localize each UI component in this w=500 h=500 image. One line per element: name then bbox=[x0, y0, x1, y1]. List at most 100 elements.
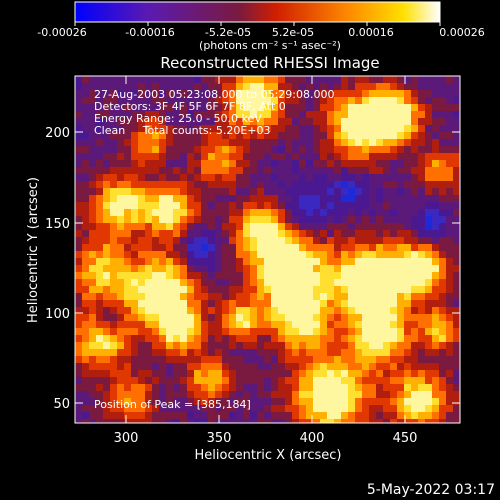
image-pixel bbox=[145, 342, 153, 350]
image-pixel bbox=[446, 104, 454, 112]
image-pixel bbox=[327, 139, 335, 147]
image-pixel bbox=[159, 237, 167, 245]
image-pixel bbox=[397, 223, 405, 231]
image-pixel bbox=[96, 258, 104, 266]
image-pixel bbox=[82, 209, 90, 217]
image-pixel bbox=[194, 314, 202, 322]
image-pixel bbox=[236, 223, 244, 231]
image-pixel bbox=[299, 384, 307, 392]
image-pixel bbox=[271, 111, 279, 119]
image-pixel bbox=[82, 83, 90, 91]
image-pixel bbox=[299, 146, 307, 154]
image-pixel bbox=[208, 111, 216, 119]
image-pixel bbox=[285, 111, 293, 119]
image-pixel bbox=[285, 174, 293, 182]
image-pixel bbox=[390, 419, 398, 423]
image-pixel bbox=[432, 335, 440, 343]
image-pixel bbox=[397, 76, 405, 84]
image-pixel bbox=[355, 83, 363, 91]
image-pixel bbox=[348, 90, 356, 98]
image-pixel bbox=[278, 188, 286, 196]
image-pixel bbox=[166, 83, 174, 91]
image-pixel bbox=[75, 90, 83, 98]
image-pixel bbox=[208, 265, 216, 273]
image-pixel bbox=[299, 167, 307, 175]
image-pixel bbox=[418, 377, 426, 385]
image-pixel bbox=[299, 90, 307, 98]
image-pixel bbox=[418, 230, 426, 238]
image-pixel bbox=[110, 111, 118, 119]
image-pixel bbox=[117, 125, 125, 133]
image-pixel bbox=[208, 349, 216, 357]
image-pixel bbox=[418, 146, 426, 154]
image-pixel bbox=[355, 349, 363, 357]
image-pixel bbox=[446, 174, 454, 182]
image-pixel bbox=[362, 181, 370, 189]
image-pixel bbox=[250, 139, 258, 147]
image-pixel bbox=[152, 195, 160, 203]
image-pixel bbox=[376, 209, 384, 217]
image-pixel bbox=[96, 202, 104, 210]
image-pixel bbox=[418, 349, 426, 357]
image-pixel bbox=[264, 363, 272, 371]
image-pixel bbox=[110, 174, 118, 182]
image-pixel bbox=[320, 398, 328, 406]
image-pixel bbox=[376, 363, 384, 371]
image-pixel bbox=[376, 370, 384, 378]
image-pixel bbox=[250, 384, 258, 392]
image-pixel bbox=[446, 83, 454, 91]
image-pixel bbox=[250, 335, 258, 343]
image-pixel bbox=[243, 314, 251, 322]
image-pixel bbox=[334, 398, 342, 406]
image-pixel bbox=[103, 307, 111, 315]
image-pixel bbox=[390, 412, 398, 420]
image-pixel bbox=[327, 160, 335, 168]
image-pixel bbox=[390, 195, 398, 203]
image-pixel bbox=[278, 237, 286, 245]
image-pixel bbox=[418, 419, 426, 423]
image-pixel bbox=[124, 342, 132, 350]
image-pixel bbox=[117, 398, 125, 406]
image-pixel bbox=[369, 167, 377, 175]
image-pixel bbox=[348, 391, 356, 399]
image-pixel bbox=[376, 251, 384, 259]
image-pixel bbox=[299, 237, 307, 245]
image-pixel bbox=[117, 181, 125, 189]
image-pixel bbox=[369, 370, 377, 378]
image-pixel bbox=[131, 125, 139, 133]
image-pixel bbox=[432, 111, 440, 119]
image-pixel bbox=[194, 279, 202, 287]
image-pixel bbox=[299, 118, 307, 126]
image-pixel bbox=[124, 419, 132, 423]
image-pixel bbox=[215, 244, 223, 252]
image-pixel bbox=[89, 356, 97, 364]
image-pixel bbox=[299, 216, 307, 224]
image-pixel bbox=[138, 391, 146, 399]
image-pixel bbox=[152, 216, 160, 224]
image-pixel bbox=[411, 83, 419, 91]
image-pixel bbox=[376, 391, 384, 399]
image-pixel bbox=[166, 342, 174, 350]
image-pixel bbox=[236, 363, 244, 371]
image-pixel bbox=[306, 167, 314, 175]
image-pixel bbox=[376, 342, 384, 350]
image-pixel bbox=[285, 258, 293, 266]
image-pixel bbox=[383, 300, 391, 308]
image-pixel bbox=[425, 377, 433, 385]
image-pixel bbox=[222, 328, 230, 336]
image-pixel bbox=[173, 349, 181, 357]
image-pixel bbox=[285, 146, 293, 154]
image-pixel bbox=[215, 272, 223, 280]
image-pixel bbox=[313, 286, 321, 294]
image-pixel bbox=[103, 125, 111, 133]
image-pixel bbox=[425, 111, 433, 119]
image-pixel bbox=[152, 356, 160, 364]
image-pixel bbox=[285, 307, 293, 315]
image-pixel bbox=[292, 237, 300, 245]
image-pixel bbox=[306, 237, 314, 245]
image-pixel bbox=[271, 384, 279, 392]
image-pixel bbox=[320, 265, 328, 273]
image-pixel bbox=[369, 272, 377, 280]
image-pixel bbox=[285, 90, 293, 98]
